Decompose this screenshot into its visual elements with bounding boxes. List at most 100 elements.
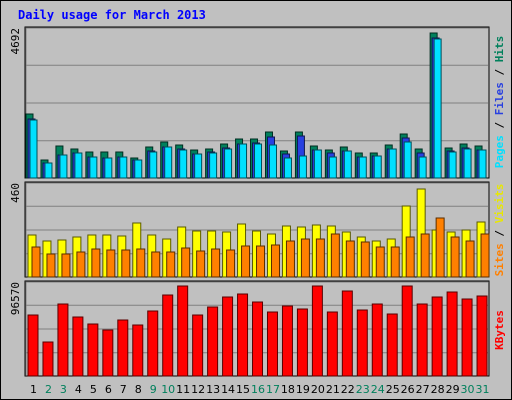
x-tick-label: 20 xyxy=(311,383,325,396)
bar-sites-day-20 xyxy=(315,238,325,278)
legend-visits-sites: Sites / Visits xyxy=(493,184,506,277)
legend-files: Files xyxy=(493,82,506,115)
bar-sites-day-18 xyxy=(285,240,295,278)
bar-pages-day-6 xyxy=(104,157,113,179)
bar-sites-day-10 xyxy=(166,251,176,278)
x-tick-label: 26 xyxy=(401,383,415,396)
bar-kbytes-day-16 xyxy=(252,301,264,377)
legend-sep-3: / xyxy=(493,223,506,243)
bar-sites-day-23 xyxy=(360,241,370,278)
x-tick-label: 21 xyxy=(326,383,340,396)
bar-pages-day-30 xyxy=(463,148,472,179)
panel-hits-files-pages: 4692 xyxy=(9,26,490,179)
bar-sites-day-1 xyxy=(31,246,41,278)
bar-kbytes-day-22 xyxy=(341,290,353,377)
bar-pages-day-24 xyxy=(373,155,382,179)
x-tick-label: 27 xyxy=(416,383,430,396)
bar-pages-day-3 xyxy=(59,154,68,179)
bar-sites-day-6 xyxy=(106,249,116,278)
bar-pages-day-31 xyxy=(478,149,487,179)
bar-sites-day-26 xyxy=(405,236,415,278)
bar-pages-day-22 xyxy=(343,150,352,179)
x-tick-label: 29 xyxy=(446,383,460,396)
x-tick-label: 1 xyxy=(30,383,37,396)
bar-sites-day-15 xyxy=(241,245,251,278)
bar-sites-day-17 xyxy=(270,244,280,278)
legend-kbytes: KBytes xyxy=(493,310,506,350)
x-tick-label: 13 xyxy=(206,383,220,396)
legend-visits: Visits xyxy=(493,184,506,224)
x-tick-label: 3 xyxy=(60,383,67,396)
x-tick-label: 31 xyxy=(476,383,490,396)
bar-sites-day-14 xyxy=(226,249,236,278)
bar-pages-day-5 xyxy=(89,156,98,179)
bar-sites-day-11 xyxy=(181,247,191,278)
x-tick-label: 14 xyxy=(221,383,235,396)
legend-sep-2: / xyxy=(493,62,506,82)
y-max-label-hits-files-pages: 4692 xyxy=(9,28,22,55)
bar-pages-day-12 xyxy=(194,153,203,179)
bar-pages-day-29 xyxy=(448,151,457,179)
bar-sites-day-3 xyxy=(61,253,71,278)
bar-pages-day-25 xyxy=(388,148,397,179)
bar-sites-day-24 xyxy=(375,246,385,278)
legend-sep-1: / xyxy=(493,115,506,135)
bar-kbytes-day-4 xyxy=(72,316,84,377)
bar-sites-day-4 xyxy=(76,251,86,278)
bar-kbytes-day-7 xyxy=(117,319,129,377)
panel-visits-sites: 460 xyxy=(9,181,490,278)
bar-kbytes-day-31 xyxy=(476,295,488,377)
bar-pages-day-2 xyxy=(44,162,53,179)
bar-sites-day-7 xyxy=(121,249,131,278)
x-tick-label: 4 xyxy=(75,383,82,396)
x-tick-label: 25 xyxy=(386,383,400,396)
legend-hits-files-pages: Pages / Files / Hits xyxy=(493,36,506,169)
x-tick-label: 8 xyxy=(135,383,142,396)
chart-title: Daily usage for March 2013 xyxy=(18,8,206,22)
x-tick-label: 7 xyxy=(120,383,127,396)
legend-kbytes-group: KBytes xyxy=(493,310,506,350)
bar-kbytes-day-8 xyxy=(132,324,144,377)
x-tick-label: 12 xyxy=(191,383,205,396)
bar-kbytes-day-23 xyxy=(356,309,368,377)
x-tick-label: 2 xyxy=(45,383,52,396)
bar-pages-day-13 xyxy=(209,152,218,179)
bar-kbytes-day-12 xyxy=(192,314,204,377)
bar-kbytes-day-27 xyxy=(416,303,428,377)
bar-sites-day-30 xyxy=(465,240,475,278)
svg-text:Sites / Visits: Sites / Visits xyxy=(493,184,506,277)
bar-kbytes-day-13 xyxy=(207,306,219,377)
y-max-label-visits-sites: 460 xyxy=(9,183,22,203)
bar-pages-day-26 xyxy=(403,141,412,179)
bar-sites-day-31 xyxy=(480,233,490,278)
bar-kbytes-day-10 xyxy=(162,294,174,377)
bar-kbytes-day-25 xyxy=(386,313,398,377)
svg-text:KBytes: KBytes xyxy=(493,310,506,350)
x-tick-label: 24 xyxy=(371,383,385,396)
bar-pages-day-23 xyxy=(358,156,367,179)
x-tick-label: 28 xyxy=(431,383,445,396)
bar-pages-day-20 xyxy=(313,149,322,179)
bar-kbytes-day-18 xyxy=(281,305,293,377)
bar-pages-day-28 xyxy=(433,38,442,179)
bar-kbytes-day-21 xyxy=(326,311,338,377)
bar-kbytes-day-24 xyxy=(371,303,383,377)
x-tick-label: 16 xyxy=(251,383,265,396)
x-tick-label: 15 xyxy=(236,383,250,396)
x-tick-label: 11 xyxy=(176,383,190,396)
x-tick-label: 30 xyxy=(461,383,475,396)
bar-sites-day-2 xyxy=(46,253,56,278)
bar-sites-day-27 xyxy=(420,233,430,278)
bar-kbytes-day-29 xyxy=(446,291,458,377)
bar-sites-day-12 xyxy=(196,250,206,278)
legend-sites: Sites xyxy=(493,243,506,276)
bar-kbytes-day-30 xyxy=(461,298,473,377)
bar-pages-day-9 xyxy=(149,151,158,179)
bar-pages-day-17 xyxy=(268,144,277,179)
bar-pages-day-4 xyxy=(74,152,83,179)
bar-kbytes-day-20 xyxy=(311,285,323,377)
bar-kbytes-day-19 xyxy=(296,308,308,377)
panel-kbytes: 96570 xyxy=(9,280,490,377)
bar-pages-day-18 xyxy=(283,157,292,179)
